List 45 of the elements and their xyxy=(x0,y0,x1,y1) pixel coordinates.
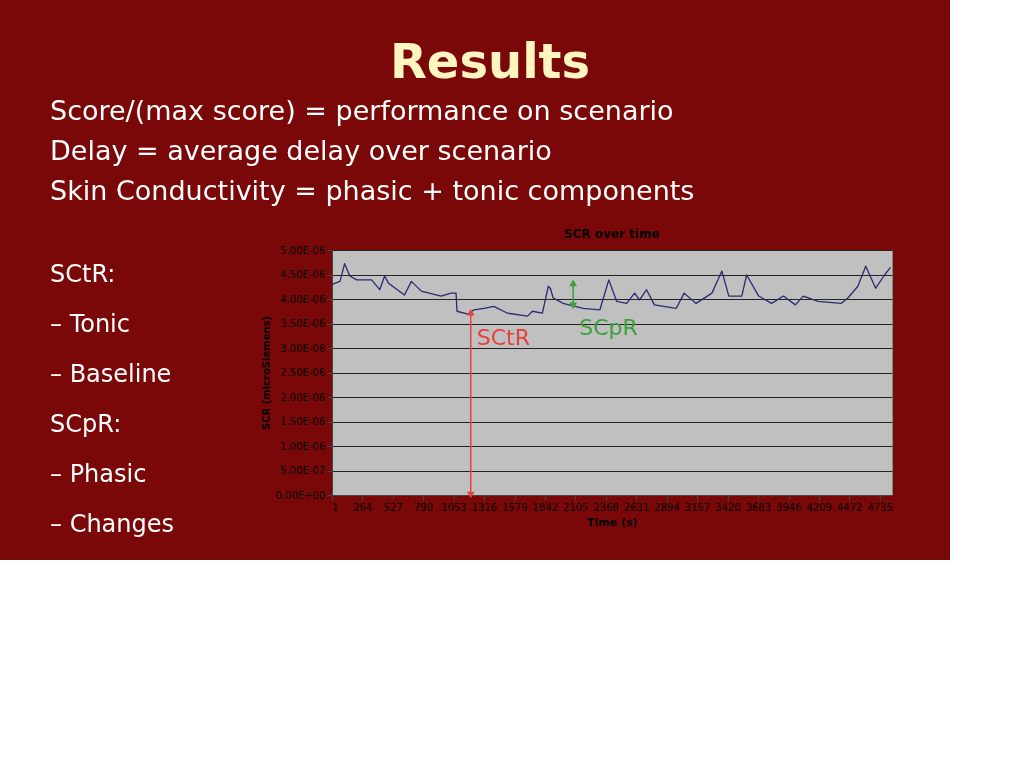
x-tick-label: 4209 xyxy=(806,501,833,513)
x-tick-label: 264 xyxy=(353,501,373,513)
x-tick-label: 1579 xyxy=(502,501,528,513)
text: SCtR: xyxy=(50,260,116,288)
x-tick-label: 527 xyxy=(383,501,403,513)
y-tick-label: 2.00E-06 xyxy=(280,391,326,403)
chart-subtitle: SCR over time xyxy=(564,227,660,241)
x-axis-title: Time (s) xyxy=(587,515,638,529)
x-tick-label: 2105 xyxy=(563,501,589,513)
y-tick-label: 4.50E-06 xyxy=(280,269,326,280)
text: – Baseline xyxy=(50,360,172,388)
y-tick-label: 3.00E-06 xyxy=(280,342,326,354)
text: Score/(max score) = performance on scenario xyxy=(50,95,674,126)
x-tick-label: 4472 xyxy=(837,501,863,513)
text: Skin Conductivity = phasic + tonic components xyxy=(50,175,695,206)
y-tick-label: 0.00E+00 xyxy=(275,489,326,501)
line-series xyxy=(331,263,892,317)
text: SCpR: xyxy=(50,410,122,438)
y-tick-label: 4.00E-06 xyxy=(280,293,326,305)
y-tick-label: 5.00E-07 xyxy=(280,465,326,476)
x-tick-label: 2631 xyxy=(624,501,650,513)
x-tick-label: 1053 xyxy=(441,501,467,513)
annotation: SCtR xyxy=(476,325,531,351)
x-tick-label: 4735 xyxy=(867,501,894,513)
y-tick-label: 1.50E-06 xyxy=(280,416,326,427)
x-tick-label: 3420 xyxy=(715,501,741,513)
x-tick-label: 2368 xyxy=(593,501,620,513)
y-tick-label: 1.00E-06 xyxy=(280,440,326,452)
y-tick-label: 3.50E-06 xyxy=(280,318,326,329)
x-tick-label: 1316 xyxy=(471,501,498,513)
x-tick-label: 3157 xyxy=(685,501,711,513)
x-tick-label: 790 xyxy=(414,501,434,513)
x-tick-label: 3683 xyxy=(745,501,772,513)
x-tick-label: 2894 xyxy=(654,501,681,513)
x-tick-label: 3946 xyxy=(776,501,802,513)
y-tick-label: 2.50E-06 xyxy=(280,367,326,378)
text: – Phasic xyxy=(50,460,147,488)
x-tick-label: 1842 xyxy=(532,501,559,513)
x-tick-label: 1 xyxy=(332,501,339,513)
y-axis-title: SCR (microSiemens) xyxy=(260,315,272,431)
text: – Changes xyxy=(50,510,175,538)
text: – Tonic xyxy=(50,310,130,338)
chart-title: Results xyxy=(389,33,591,89)
y-tick-label: 5.00E-06 xyxy=(280,244,326,256)
text: Delay = average delay over scenario xyxy=(50,135,552,166)
